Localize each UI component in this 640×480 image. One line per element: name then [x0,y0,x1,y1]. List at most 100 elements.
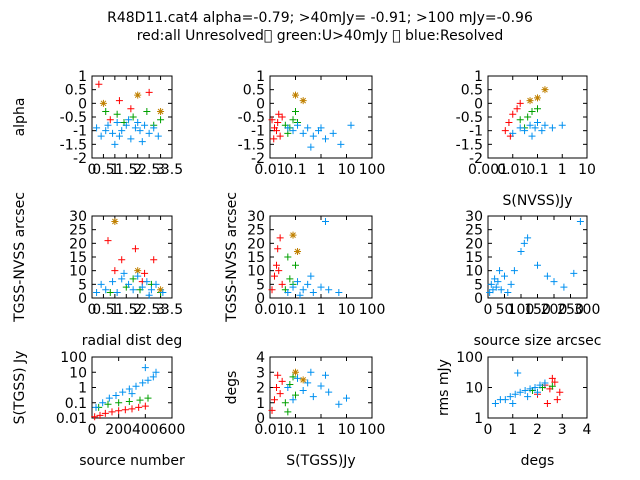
data-point-blue [127,135,135,143]
data-point-red [270,272,278,280]
y-tick-label: -0.5 [456,110,483,126]
data-point-green [292,261,299,269]
data-point-blue [105,394,113,402]
x-tick-label: 1 [317,162,326,178]
data-point-red [127,105,135,113]
x-tick-label: 2.5 [138,302,160,318]
data-point-blue [284,289,292,297]
data-point-blue [526,385,534,393]
y-tick-label: 20 [465,236,483,252]
data-point-blue [139,379,147,387]
data-point-blue [136,127,144,135]
y-tick-label: 100 [456,350,483,366]
data-point-blue [284,124,292,132]
data-point-blue [132,382,140,390]
data-point-orange [157,108,165,116]
data-point-orange [299,376,307,384]
y-axis-label: TGSS-NVSS arcsec [12,192,28,323]
data-point-blue [284,384,292,391]
data-point-red [273,127,281,135]
x-tick-label: 2.5 [138,162,160,178]
data-point-blue [501,272,508,280]
data-point-blue [120,269,128,277]
data-point-green [115,399,123,407]
y-tick-label: 25 [69,223,87,239]
data-point-blue [325,388,333,396]
data-point-blue [321,371,329,379]
x-tick-label: 200 [105,422,132,438]
data-point-blue [329,129,337,137]
data-point-blue [113,289,121,297]
data-point-red [96,411,104,419]
data-point-blue [159,289,167,297]
x-tick-label: 10 [338,422,356,438]
x-tick-label: 100 [359,302,386,318]
data-point-blue [138,283,146,291]
data-point-green [143,108,151,116]
y-axis-label: S(TGSS) Jy [12,351,28,425]
data-point-blue [534,261,541,269]
x-tick-label: 3.5 [161,162,183,178]
data-point-blue [118,275,126,283]
y-tick-label: 1 [474,411,483,427]
data-point-blue [309,289,317,297]
x-tick-label: 0 [88,162,97,178]
data-point-blue [494,278,502,286]
data-point-blue [534,388,541,396]
chart-title-line-1: R48D11.cat4 alpha=-0.79; >40mJy= -0.91; … [107,10,533,26]
data-point-blue [307,143,315,151]
y-tick-label: 0.01 [56,411,87,427]
data-point-green [524,113,532,121]
plot-frame [487,215,588,299]
data-point-blue [125,116,133,124]
data-point-blue [487,280,495,288]
data-point-red [270,396,278,404]
data-point-blue [97,280,105,288]
data-point-red [501,127,509,135]
data-point-blue [520,239,528,247]
data-point-red [141,269,149,277]
data-point-red [141,402,149,410]
x-tick-label: 1.5 [115,162,137,178]
data-point-blue [115,132,123,140]
data-point-green [284,253,292,261]
data-point-blue [104,121,112,129]
y-tick-label: 10 [465,264,483,280]
y-tick-label: 1 [256,69,265,85]
data-point-blue [550,278,558,286]
y-tick-label: -1.5 [60,137,87,153]
data-point-green [104,400,112,408]
data-point-red [95,80,103,88]
data-point-red [275,267,283,275]
panel-2: 0.010.1 1 10 100-2-1.5-1-0.500.51 [238,69,386,178]
data-point-blue [576,217,584,225]
data-point-red [150,256,158,264]
data-point-blue [492,283,500,291]
data-point-green [286,275,294,283]
data-point-blue [129,286,137,294]
data-point-red [276,132,284,140]
data-point-blue [299,387,307,395]
data-point-red [101,409,109,417]
data-point-blue [531,384,539,391]
data-point-red [278,280,286,288]
data-point-red [553,396,561,404]
data-point-blue [517,248,525,256]
y-axis-label: alpha [12,98,28,137]
data-point-blue [560,283,568,291]
data-point-green [157,116,165,124]
x-tick-label: 100 [508,302,535,318]
data-point-blue [145,129,153,137]
y-axis-label: rms mJy [436,359,452,416]
x-axis-label: degs [521,453,555,469]
data-point-blue [514,369,522,377]
x-tick-label: 3 [558,422,567,438]
x-tick-label: 0.01 [497,162,528,178]
data-point-orange [157,286,165,294]
y-tick-label: 10 [69,365,87,381]
data-point-blue [289,396,297,404]
data-point-blue [309,393,317,401]
